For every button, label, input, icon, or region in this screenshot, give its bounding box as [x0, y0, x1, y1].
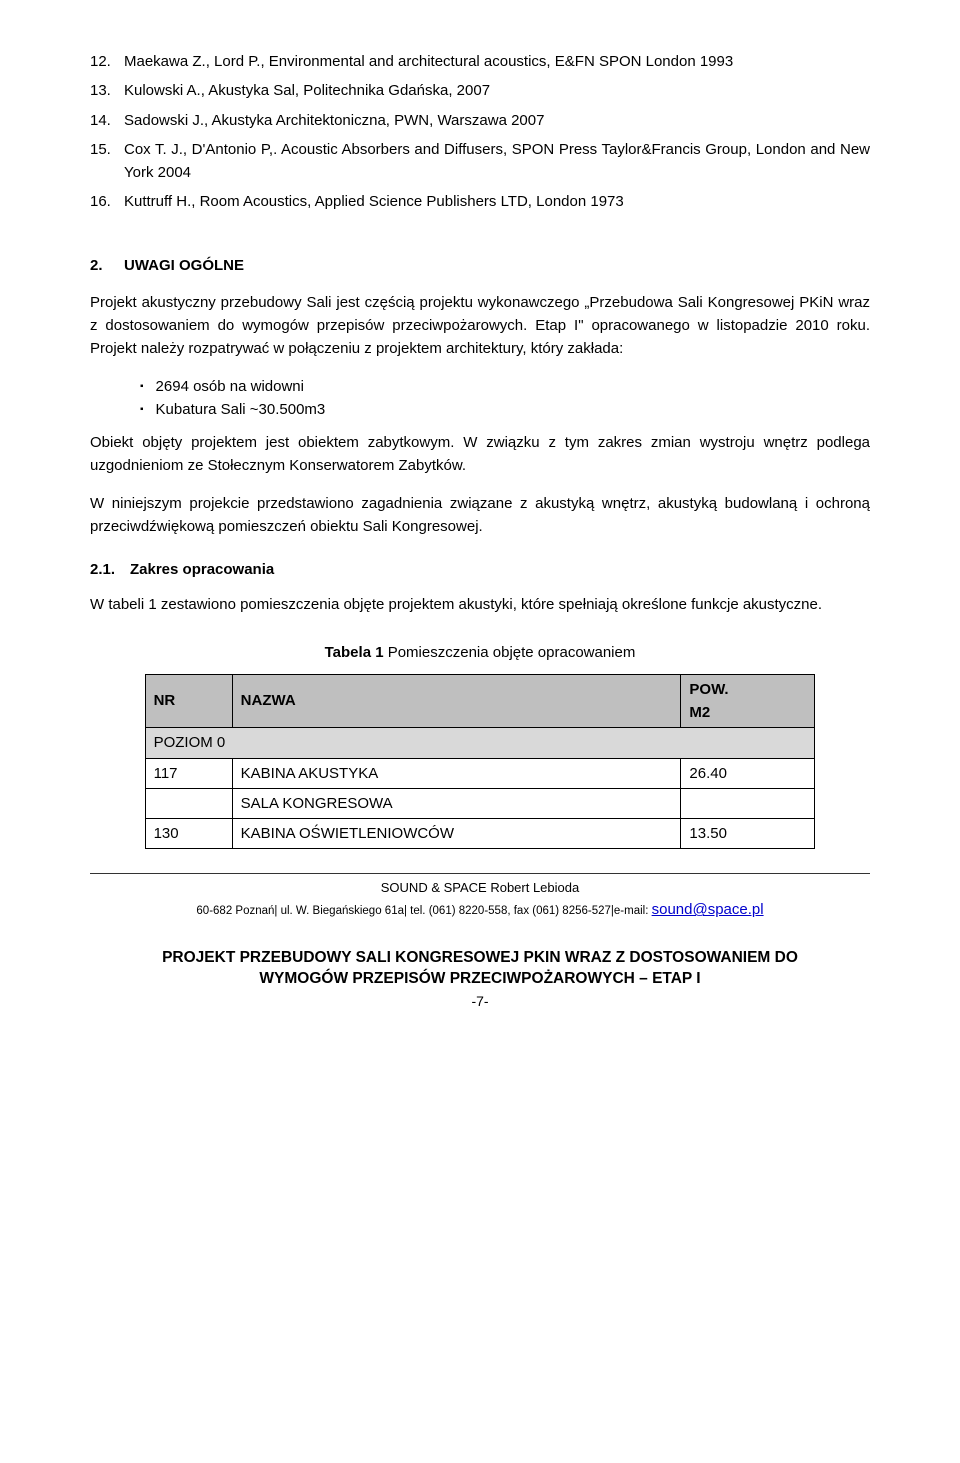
cell-name: SALA KONGRESOWA — [232, 788, 681, 818]
table-header-pow: POW. M2 — [681, 674, 815, 728]
table-header-pow-line2: M2 — [689, 704, 710, 721]
table-row: SALA KONGRESOWA — [145, 788, 815, 818]
reference-item: 14. Sadowski J., Akustyka Architektonicz… — [90, 109, 870, 132]
table-section-label: POZIOM 0 — [145, 728, 815, 758]
body-paragraph: Projekt akustyczny przebudowy Sali jest … — [90, 291, 870, 361]
project-title-line2: WYMOGÓW PRZEPISÓW PRZECIWPOŻAROWYCH – ET… — [259, 970, 700, 987]
page-footer: SOUND & SPACE Robert Lebioda 60-682 Pozn… — [90, 873, 870, 921]
reference-number: 12. — [90, 50, 124, 73]
table-header-row: NR NAZWA POW. M2 — [145, 674, 815, 728]
section-number: 2. — [90, 254, 124, 277]
page-number: -7- — [90, 991, 870, 1013]
reference-item: 13. Kulowski A., Akustyka Sal, Politechn… — [90, 79, 870, 102]
footer-email-link[interactable]: sound@space.pl — [652, 901, 764, 918]
cell-nr — [145, 788, 232, 818]
cell-pow — [681, 788, 815, 818]
reference-text: Kuttruff H., Room Acoustics, Applied Sci… — [124, 190, 870, 213]
reference-text: Sadowski J., Akustyka Architektoniczna, … — [124, 109, 870, 132]
table-row: 117 KABINA AKUSTYKA 26.40 — [145, 758, 815, 788]
table-header-nr: NR — [145, 674, 232, 728]
footer-rule — [90, 873, 870, 874]
reference-item: 12. Maekawa Z., Lord P., Environmental a… — [90, 50, 870, 73]
reference-number: 15. — [90, 138, 124, 185]
table-header-name: NAZWA — [232, 674, 681, 728]
body-paragraph: W tabeli 1 zestawiono pomieszczenia obję… — [90, 593, 870, 616]
table-label: Tabela 1 — [325, 644, 384, 661]
bullet-item: 2694 osób na widowni — [140, 375, 870, 398]
reference-item: 15. Cox T. J., D'Antonio P,. Acoustic Ab… — [90, 138, 870, 185]
footer-company: SOUND & SPACE Robert Lebioda — [90, 878, 870, 898]
reference-number: 16. — [90, 190, 124, 213]
table-row: 130 KABINA OŚWIETLENIOWCÓW 13.50 — [145, 819, 815, 849]
project-title: PROJEKT PRZEBUDOWY SALI KONGRESOWEJ PKIN… — [90, 948, 870, 990]
table-header-pow-line1: POW. — [689, 681, 728, 698]
reference-list: 12. Maekawa Z., Lord P., Environmental a… — [90, 50, 870, 214]
body-paragraph: Obiekt objęty projektem jest obiektem za… — [90, 431, 870, 478]
subsection-number: 2.1. — [90, 558, 130, 581]
footer-address: 60-682 Poznań| ul. W. Biegańskiego 61a| … — [196, 905, 651, 917]
rooms-table: NR NAZWA POW. M2 POZIOM 0 117 KABINA AKU… — [145, 674, 816, 850]
footer-contact: 60-682 Poznań| ul. W. Biegańskiego 61a| … — [90, 898, 870, 921]
project-title-line1: PROJEKT PRZEBUDOWY SALI KONGRESOWEJ PKIN… — [162, 949, 798, 966]
cell-nr: 130 — [145, 819, 232, 849]
table-caption: Tabela 1 Pomieszczenia objęte opracowani… — [90, 641, 870, 664]
reference-number: 13. — [90, 79, 124, 102]
subsection-title: Zakres opracowania — [130, 558, 274, 581]
cell-name: KABINA OŚWIETLENIOWCÓW — [232, 819, 681, 849]
section-heading: 2. UWAGI OGÓLNE — [90, 254, 870, 277]
body-paragraph: W niniejszym projekcie przedstawiono zag… — [90, 492, 870, 539]
cell-pow: 26.40 — [681, 758, 815, 788]
cell-name: KABINA AKUSTYKA — [232, 758, 681, 788]
bullet-list: 2694 osób na widowni Kubatura Sali ~30.5… — [140, 375, 870, 422]
reference-text: Kulowski A., Akustyka Sal, Politechnika … — [124, 79, 870, 102]
reference-number: 14. — [90, 109, 124, 132]
cell-pow: 13.50 — [681, 819, 815, 849]
reference-text: Maekawa Z., Lord P., Environmental and a… — [124, 50, 870, 73]
table-caption-text: Pomieszczenia objęte opracowaniem — [384, 644, 636, 661]
cell-nr: 117 — [145, 758, 232, 788]
bullet-item: Kubatura Sali ~30.500m3 — [140, 398, 870, 421]
section-title: UWAGI OGÓLNE — [124, 254, 244, 277]
subsection-heading: 2.1. Zakres opracowania — [90, 558, 870, 581]
table-section-row: POZIOM 0 — [145, 728, 815, 758]
reference-item: 16. Kuttruff H., Room Acoustics, Applied… — [90, 190, 870, 213]
reference-text: Cox T. J., D'Antonio P,. Acoustic Absorb… — [124, 138, 870, 185]
